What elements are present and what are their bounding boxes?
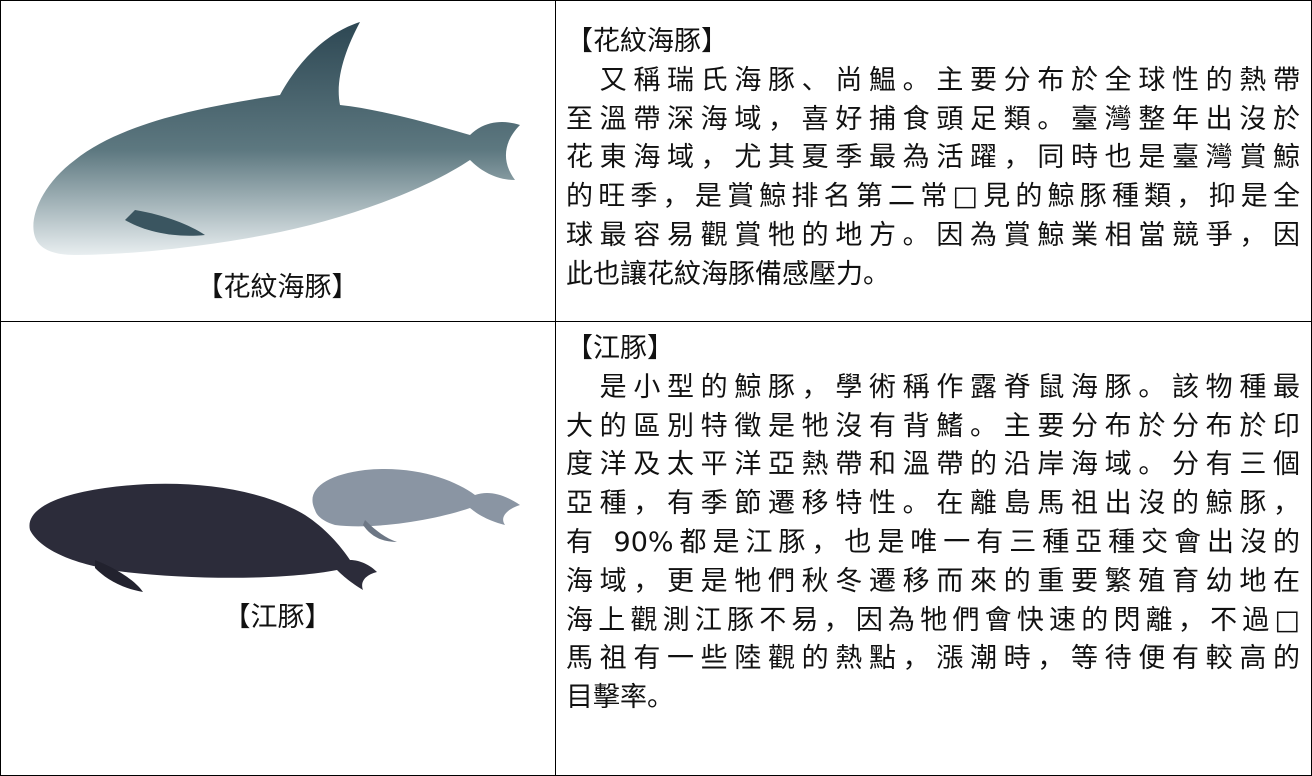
- finless-porpoise-image: [29, 469, 520, 592]
- text-line: 海上觀測江豚不易，因為牠們會快速的閃離，不過□: [566, 604, 1300, 636]
- text-line: 又稱瑞氏海豚、尚鰛。主要分布於全球性的熱帶: [566, 64, 1300, 96]
- image-caption: 【花紋海豚】: [196, 272, 359, 303]
- text-line: 的旺季，是賞鯨排名第二常□見的鯨豚種類，抑是全: [566, 181, 1300, 213]
- image-caption: 【江豚】: [223, 602, 332, 633]
- text-line: 球最容易觀賞牠的地方。因為賞鯨業相當競爭，因: [566, 219, 1300, 251]
- text-line: 此也讓花紋海豚備感壓力。: [566, 258, 890, 290]
- text-line: 有 90%都是江豚，也是唯一有三種亞種交會出沒的: [566, 526, 1300, 558]
- heading: 【江豚】: [566, 333, 674, 364]
- text-line: 大的區別特徵是牠沒有背鰭。主要分布於分布於印: [566, 410, 1300, 442]
- text-line: 花東海域，尤其夏季最為活躍，同時也是臺灣賞鯨: [566, 142, 1300, 174]
- heading: 【花紋海豚】: [566, 26, 728, 57]
- text-line: 目擊率。: [566, 682, 674, 714]
- text-line: 是小型的鯨豚，學術稱作露脊鼠海豚。該物種最: [566, 371, 1300, 403]
- risso-dolphin-image: [33, 22, 520, 255]
- text-line: 至溫帶深海域，喜好捕食頭足類。臺灣整年出沒於: [566, 103, 1300, 135]
- text-line: 亞種，有季節遷移特性。在離島馬祖出沒的鯨豚，: [566, 488, 1300, 520]
- description: 【江豚】 是小型的鯨豚，學術稱作露脊鼠海豚。該物種最 大的區別特徵是牠沒有背鰭。主…: [566, 330, 1300, 718]
- text-line: 度洋及太平洋亞熱帶和溫帶的沿岸海域。分有三個: [566, 449, 1300, 481]
- description: 【花紋海豚】 又稱瑞氏海豚、尚鰛。主要分布於全球性的熱帶 至溫帶深海域，喜好捕食頭…: [566, 23, 1300, 295]
- text-line: 馬祖有一些陸觀的熱點，漲潮時，等待便有較高的: [566, 643, 1300, 675]
- text-line: 海域，更是牠們秋冬遷移而來的重要繁殖育幼地在: [566, 565, 1300, 597]
